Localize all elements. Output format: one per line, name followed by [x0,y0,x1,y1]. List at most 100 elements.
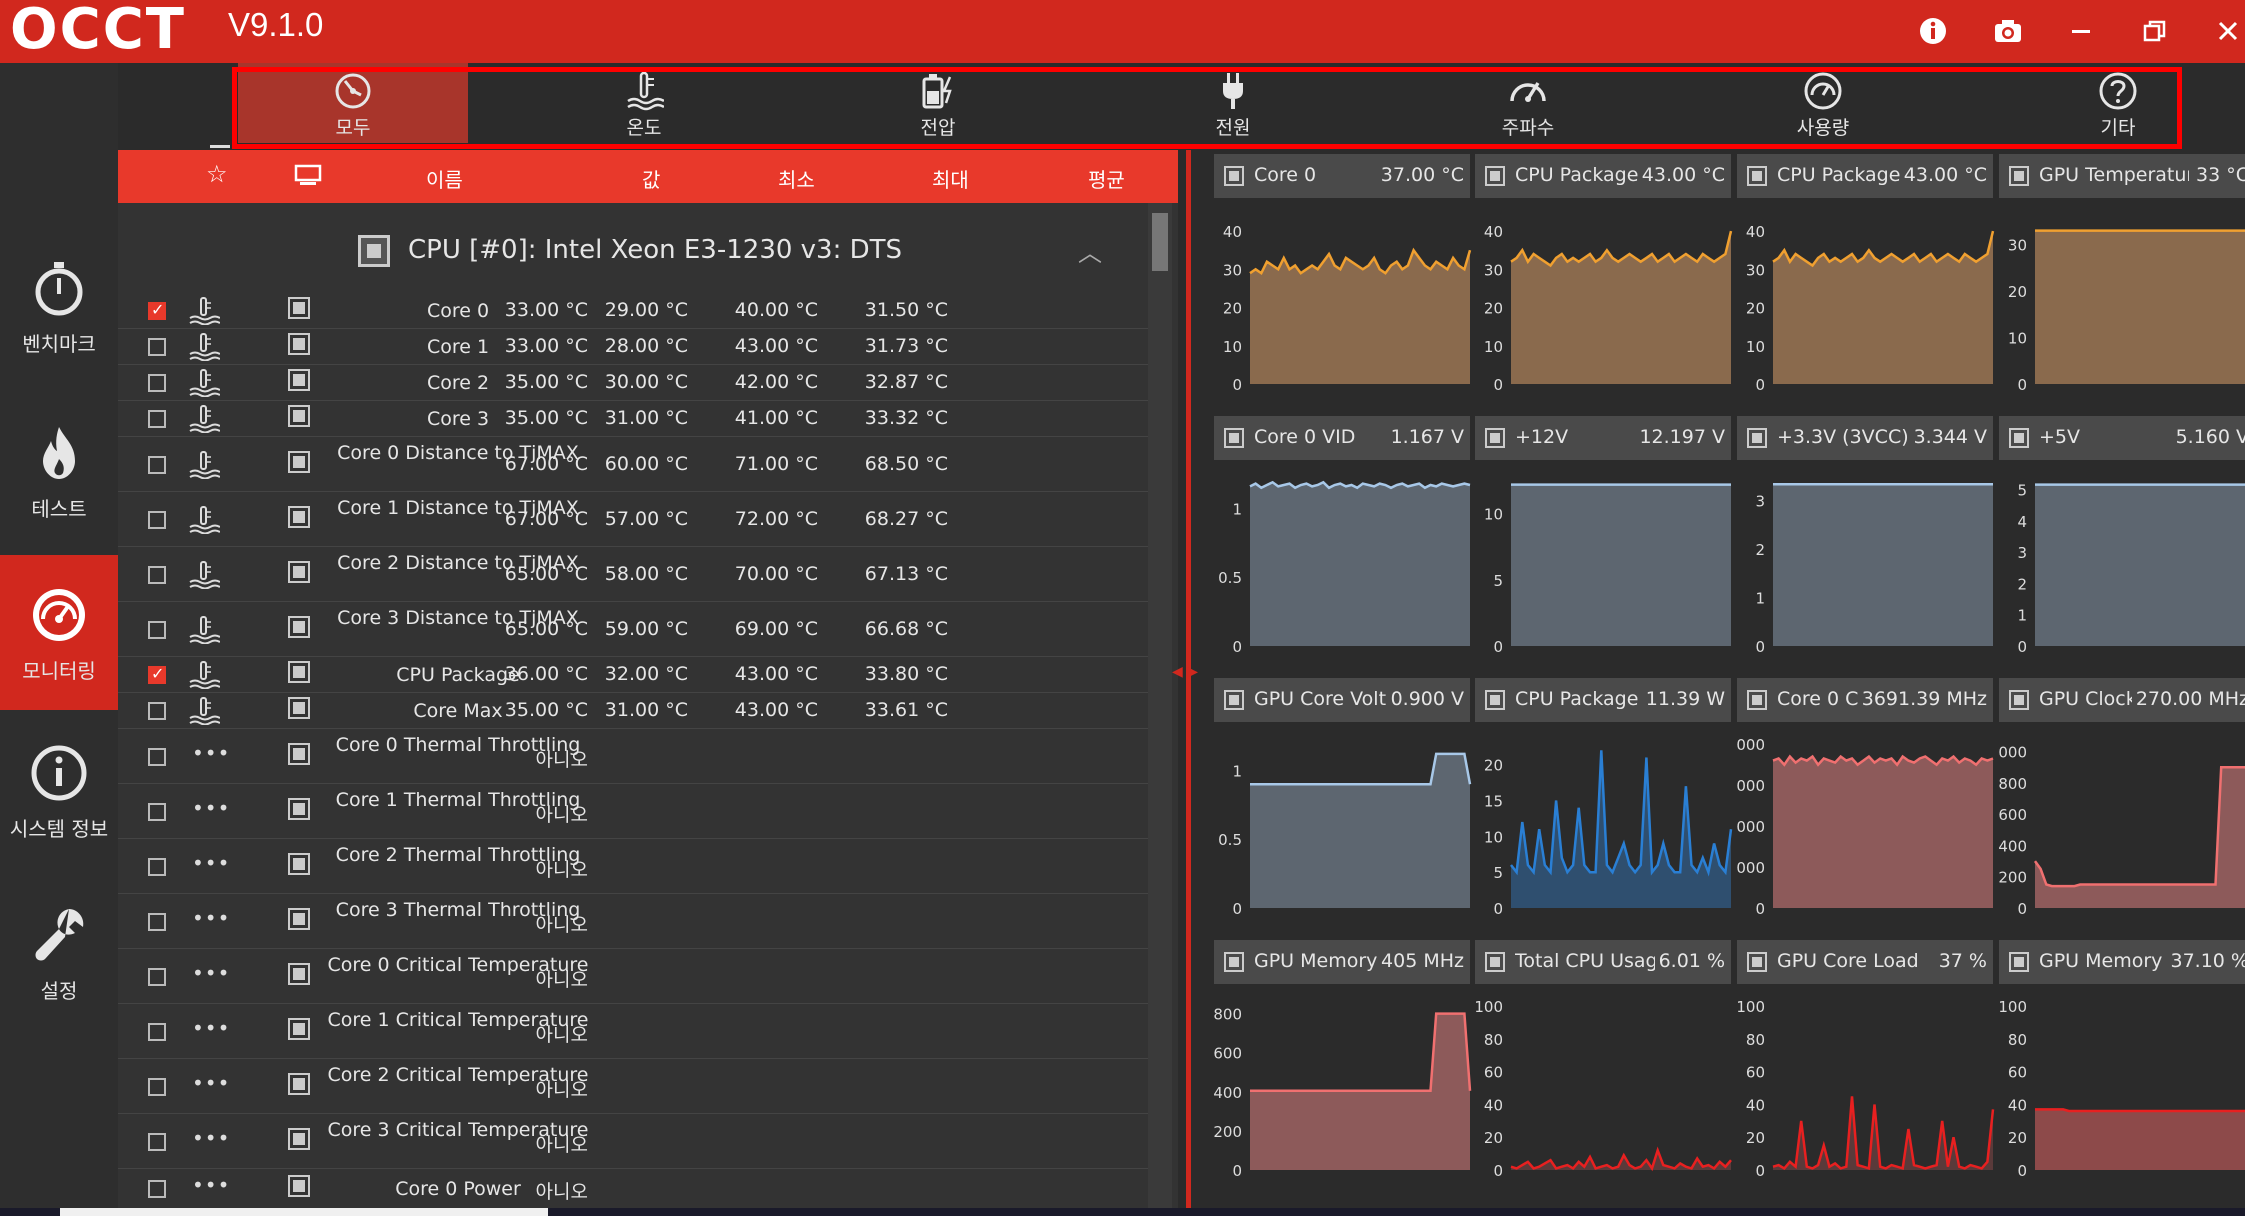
table-scrollbar[interactable] [1148,203,1172,1216]
table-row[interactable]: ••• Core 2 Critical Temperature 아니오 [118,1059,1148,1114]
table-row[interactable]: Core 1 33.00 °C 28.00 °C 43.00 °C 31.73 °C [118,329,1148,365]
table-row[interactable]: Core 3 Distance to TjMAX 65.00 °C 59.00 °C… [118,602,1148,657]
sidebar-item-monitoring[interactable]: 모니터링 [0,555,118,710]
graph-toggle-icon[interactable] [288,560,310,583]
row-checkbox[interactable] [148,1132,166,1151]
table-row[interactable]: ••• Core 1 Thermal Throttling 아니오 [118,784,1148,839]
graph-toggle-icon[interactable] [288,661,310,683]
graph-toggle-icon[interactable] [288,297,310,319]
row-checkbox[interactable] [148,857,166,876]
row-checkbox[interactable] [148,338,166,356]
column-min[interactable]: 최소 [778,168,815,192]
table-row[interactable]: ••• Core 3 Critical Temperature 아니오 [118,1114,1148,1169]
monitor-icon[interactable] [294,164,322,191]
graph-toggle-icon[interactable] [288,1127,310,1150]
table-row[interactable]: ••• Core 0 Critical Temperature 아니오 [118,949,1148,1004]
chevron-up-icon[interactable]: ︿ [1078,239,1102,267]
column-max[interactable]: 최대 [932,168,969,192]
graph-panel[interactable]: GPU Temperature 33 °C 30 20 10 0 [1999,154,2245,416]
graph-toggle-icon[interactable] [288,852,310,875]
graph-panel[interactable]: +12V 12.197 V 10 5 0 [1475,416,1733,678]
row-checkbox[interactable] [148,702,166,720]
restore-icon[interactable] [2132,8,2178,54]
graph-toggle-icon[interactable] [288,615,310,638]
row-checkbox[interactable] [148,300,166,320]
tab-frequency[interactable]: 주파수 [1398,63,1658,143]
splitter-arrows-icon[interactable]: ◀ ▶ [1172,664,1198,680]
sensor-group-header[interactable]: CPU [#0]: Intel Xeon E3-1230 v3: DTS ︿ [118,203,1148,293]
graph-panel[interactable]: Core 0 37.00 °C 40 30 20 10 0 [1214,154,1472,416]
column-name[interactable]: 이름 [426,168,463,192]
table-row[interactable]: ••• Core 0 Thermal Throttling 아니오 [118,729,1148,784]
row-checkbox[interactable] [148,912,166,931]
tab-usage[interactable]: 사용량 [1693,63,1953,143]
table-row[interactable]: Core 0 Distance to TjMAX 67.00 °C 60.00 °C… [118,437,1148,492]
table-row[interactable]: ••• Core 0 Power 아니오 [118,1169,1148,1209]
row-checkbox[interactable] [148,1077,166,1096]
row-checkbox[interactable] [148,510,166,529]
graph-toggle-icon[interactable] [288,797,310,820]
sidebar-item-settings[interactable]: 설정 [0,905,118,1060]
row-checkbox[interactable] [148,802,166,821]
table-row[interactable]: Core 0 33.00 °C 29.00 °C 40.00 °C 31.50 °C [118,293,1148,329]
graph-toggle-icon[interactable] [288,1017,310,1040]
panel-splitter[interactable] [1186,150,1191,1216]
table-row[interactable]: Core 2 35.00 °C 30.00 °C 42.00 °C 32.87 °C [118,365,1148,401]
graph-toggle-icon[interactable] [288,697,310,719]
info-icon[interactable] [1910,8,1956,54]
table-row[interactable]: Core 2 Distance to TjMAX 65.00 °C 58.00 °C… [118,547,1148,602]
graph-toggle-icon[interactable] [288,405,310,427]
row-checkbox[interactable] [148,967,166,986]
graph-panel[interactable]: GPU Memory Usage37.10 % 100 80 60 40 20 0 [1999,940,2245,1202]
graph-toggle-icon[interactable] [288,505,310,528]
scrollbar-thumb[interactable] [1152,213,1168,271]
graph-panel[interactable]: GPU Memory Clock405 MHz 800 600 400 200 0 [1214,940,1472,1202]
sidebar-item-system-info[interactable]: 시스템 정보 [0,743,118,898]
graph-toggle-icon[interactable] [288,907,310,930]
row-checkbox[interactable] [148,565,166,584]
row-checkbox[interactable] [148,374,166,392]
column-avg[interactable]: 평균 [1088,168,1125,192]
graph-toggle-icon[interactable] [288,742,310,765]
row-checkbox[interactable] [148,1022,166,1041]
graph-toggle-icon[interactable] [288,333,310,355]
table-row[interactable]: Core Max 35.00 °C 31.00 °C 43.00 °C 33.61 °C [118,693,1148,729]
row-checkbox[interactable] [148,455,166,474]
graph-toggle-icon[interactable] [288,369,310,391]
taskbar-search[interactable] [60,1208,548,1216]
close-icon[interactable] [2205,8,2245,54]
graph-panel[interactable]: +3.3V (3VCC) 3.344 V 3 2 1 0 [1737,416,1995,678]
graph-panel[interactable]: +5V 5.160 V 5 4 3 2 1 0 [1999,416,2245,678]
graph-panel[interactable]: CPU Package 43.00 °C 40 30 20 10 0 [1737,154,1995,416]
row-checkbox[interactable] [148,1180,166,1198]
table-row[interactable]: ••• Core 2 Thermal Throttling 아니오 [118,839,1148,894]
graph-toggle-icon[interactable] [288,450,310,473]
table-row[interactable]: ••• Core 3 Thermal Throttling 아니오 [118,894,1148,949]
graph-panel[interactable]: Core 0 VID 1.167 V 1 0.5 0 [1214,416,1472,678]
tab-power[interactable]: 전원 [1103,63,1363,143]
graph-panel[interactable]: CPU Package 43.00 °C 40 30 20 10 0 [1475,154,1733,416]
favorite-star-icon[interactable]: ☆ [206,160,228,188]
row-checkbox[interactable] [148,410,166,428]
camera-icon[interactable] [1985,8,2031,54]
graph-toggle-icon[interactable] [288,962,310,985]
table-row[interactable]: ••• Core 1 Critical Temperature 아니오 [118,1004,1148,1059]
graph-panel[interactable]: Total CPU Usage 6.01 % 100 80 60 40 20 0 [1475,940,1733,1202]
graph-panel[interactable]: GPU Core Load 37 % 100 80 60 40 20 0 [1737,940,1995,1202]
graph-panel[interactable]: GPU Core Voltage0.900 V10.50 [1214,678,1472,940]
tab-temperature[interactable]: 온도 [514,63,774,143]
sidebar-item-benchmark[interactable]: 벤치마크 [0,258,118,413]
minimize-icon[interactable] [2058,8,2104,54]
tab-voltage[interactable]: 전압 [808,63,1068,143]
graph-panel[interactable]: CPU Package Power11.39 W 20 15 10 5 0 [1475,678,1733,940]
tab-all[interactable]: 모두 [238,63,468,143]
row-checkbox[interactable] [148,664,166,684]
row-checkbox[interactable] [148,747,166,766]
row-checkbox[interactable] [148,620,166,639]
sidebar-item-test[interactable]: 테스트 [0,423,118,578]
column-value[interactable]: 값 [642,168,661,192]
graph-toggle-icon[interactable] [288,1175,310,1197]
